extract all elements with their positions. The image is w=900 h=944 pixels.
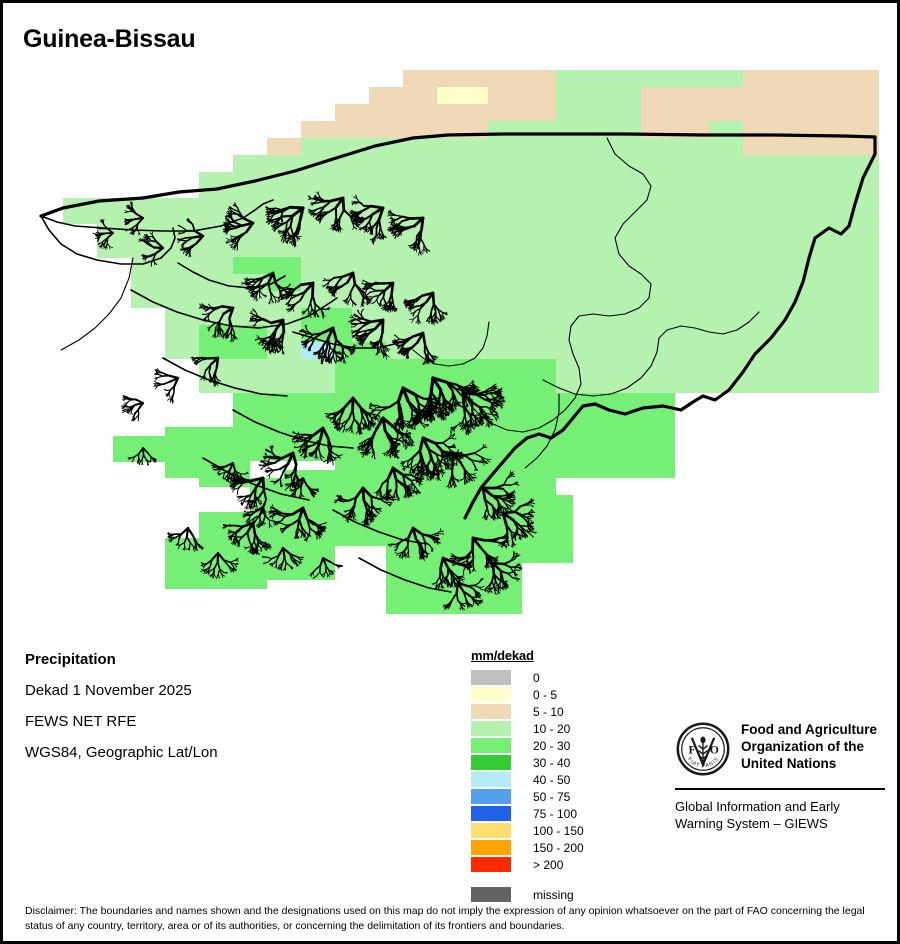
precipitation-map[interactable] bbox=[3, 58, 897, 618]
legend-swatch-2 bbox=[471, 704, 511, 719]
legend-swatch-9 bbox=[471, 823, 511, 838]
map-legend: mm/dekad 0 0 - 5 5 - 10 10 - 20 20 - 30 30 - … bbox=[471, 648, 651, 903]
legend-row-3: 10 - 20 bbox=[471, 720, 651, 737]
raster-cell-11 bbox=[743, 87, 879, 104]
legend-label-0: 0 bbox=[533, 670, 540, 685]
legend-row-6: 40 - 50 bbox=[471, 771, 651, 788]
fao-organization-name: Food and Agriculture Organization of the… bbox=[741, 721, 877, 772]
disclaimer-text: Disclaimer: The boundaries and names sho… bbox=[25, 905, 865, 933]
legend-label-7: 50 - 75 bbox=[533, 789, 571, 804]
raster-cell-30 bbox=[845, 138, 879, 155]
raster-cell-6 bbox=[403, 87, 437, 104]
legend-swatch-8 bbox=[471, 806, 511, 821]
raster-cell-14 bbox=[488, 104, 556, 121]
admin-boundaries bbox=[60, 137, 760, 469]
legend-row-1: 0 - 5 bbox=[471, 686, 651, 703]
legend-row-2: 5 - 10 bbox=[471, 703, 651, 720]
raster-cell-9 bbox=[556, 87, 641, 104]
legend-row-11: > 200 bbox=[471, 856, 651, 873]
raster-cell-4 bbox=[743, 70, 879, 87]
legend-swatch-5 bbox=[471, 755, 511, 770]
legend-label-11: > 200 bbox=[533, 857, 564, 872]
giews-label: Global Information and Early Warning Sys… bbox=[675, 799, 885, 833]
legend-label-5: 30 - 40 bbox=[533, 755, 571, 770]
raster-cell-17 bbox=[743, 104, 879, 121]
legend-row-8: 75 - 100 bbox=[471, 805, 651, 822]
raster-cell-25 bbox=[267, 138, 301, 155]
legend-swatch-6 bbox=[471, 772, 511, 787]
legend-row-9: 100 - 150 bbox=[471, 822, 651, 839]
raster-cell-31 bbox=[233, 155, 879, 172]
raster-cell-16 bbox=[641, 104, 743, 121]
legend-label-6: 40 - 50 bbox=[533, 772, 571, 787]
legend-label-10: 150 - 200 bbox=[533, 840, 584, 855]
legend-label-8: 75 - 100 bbox=[533, 806, 578, 821]
raster-cell-5 bbox=[369, 87, 403, 104]
fao-branding: F O FIAT PANIS Food and Agriculture Orga… bbox=[675, 721, 885, 833]
legend-swatch-0 bbox=[471, 670, 511, 685]
raster-cell-54 bbox=[113, 436, 198, 462]
legend-swatch-4 bbox=[471, 738, 511, 753]
giews-line-1: Global Information and Early bbox=[675, 799, 840, 814]
legend-label-4: 20 - 30 bbox=[533, 738, 571, 753]
fao-org-line-3: United Nations bbox=[741, 756, 837, 771]
info-variable: Precipitation bbox=[25, 651, 116, 668]
raster-cell-27 bbox=[488, 138, 709, 155]
fao-org-line-1: Food and Agriculture bbox=[741, 722, 877, 737]
fao-org-line-2: Organization of the bbox=[741, 739, 864, 754]
legend-row-10: 150 - 200 bbox=[471, 839, 651, 856]
legend-swatch-10 bbox=[471, 840, 511, 855]
raster-cell-29 bbox=[743, 138, 845, 155]
raster-cell-8 bbox=[488, 87, 556, 104]
raster-cell-0 bbox=[403, 70, 437, 87]
legend-swatch-missing bbox=[471, 887, 511, 902]
legend-row-5: 30 - 40 bbox=[471, 754, 651, 771]
national-boundary bbox=[39, 132, 877, 520]
legend-swatch-7 bbox=[471, 789, 511, 804]
raster-cell-12 bbox=[335, 104, 369, 121]
raster-cell-15 bbox=[556, 104, 641, 121]
info-projection: WGS84, Geographic Lat/Lon bbox=[25, 744, 218, 761]
map-canvas[interactable] bbox=[3, 58, 897, 618]
legend-swatch-3 bbox=[471, 721, 511, 736]
info-source: FEWS NET RFE bbox=[25, 713, 137, 730]
raster-cell-36 bbox=[233, 257, 301, 274]
raster-cell-1 bbox=[437, 70, 556, 87]
legend-row-missing: missing bbox=[471, 886, 651, 903]
legend-swatch-1 bbox=[471, 687, 511, 702]
raster-cell-13 bbox=[369, 104, 488, 121]
legend-items: 0 0 - 5 5 - 10 10 - 20 20 - 30 30 - 40 40 - 50… bbox=[471, 669, 651, 873]
legend-label-3: 10 - 20 bbox=[533, 721, 571, 736]
info-period: Dekad 1 November 2025 bbox=[25, 682, 192, 699]
fao-logo-icon: F O FIAT PANIS bbox=[676, 722, 730, 776]
fao-divider bbox=[675, 788, 885, 790]
raster-cell-26 bbox=[301, 138, 488, 155]
legend-label-2: 5 - 10 bbox=[533, 704, 564, 719]
mangrove-detail-layer bbox=[92, 191, 537, 611]
raster-cell-7 bbox=[437, 87, 488, 104]
raster-cell-46 bbox=[233, 393, 352, 461]
raster-cell-10 bbox=[641, 87, 743, 104]
legend-row-0: 0 bbox=[471, 669, 651, 686]
raster-cell-18 bbox=[301, 121, 335, 138]
map-info-block: Precipitation Dekad 1 November 2025 FEWS… bbox=[25, 651, 445, 775]
page-title: Guinea-Bissau bbox=[23, 25, 196, 53]
raster-cell-3 bbox=[641, 70, 743, 87]
legend-label-missing: missing bbox=[533, 887, 574, 902]
giews-line-2: Warning System – GIEWS bbox=[675, 815, 828, 831]
legend-label-9: 100 - 150 bbox=[533, 823, 584, 838]
legend-label-1: 0 - 5 bbox=[533, 687, 558, 702]
raster-cell-28 bbox=[709, 138, 743, 155]
legend-swatch-11 bbox=[471, 857, 511, 872]
legend-row-7: 50 - 75 bbox=[471, 788, 651, 805]
legend-row-4: 20 - 30 bbox=[471, 737, 651, 754]
raster-cell-59 bbox=[267, 521, 318, 555]
raster-cell-2 bbox=[556, 70, 641, 87]
legend-title: mm/dekad bbox=[471, 648, 534, 663]
